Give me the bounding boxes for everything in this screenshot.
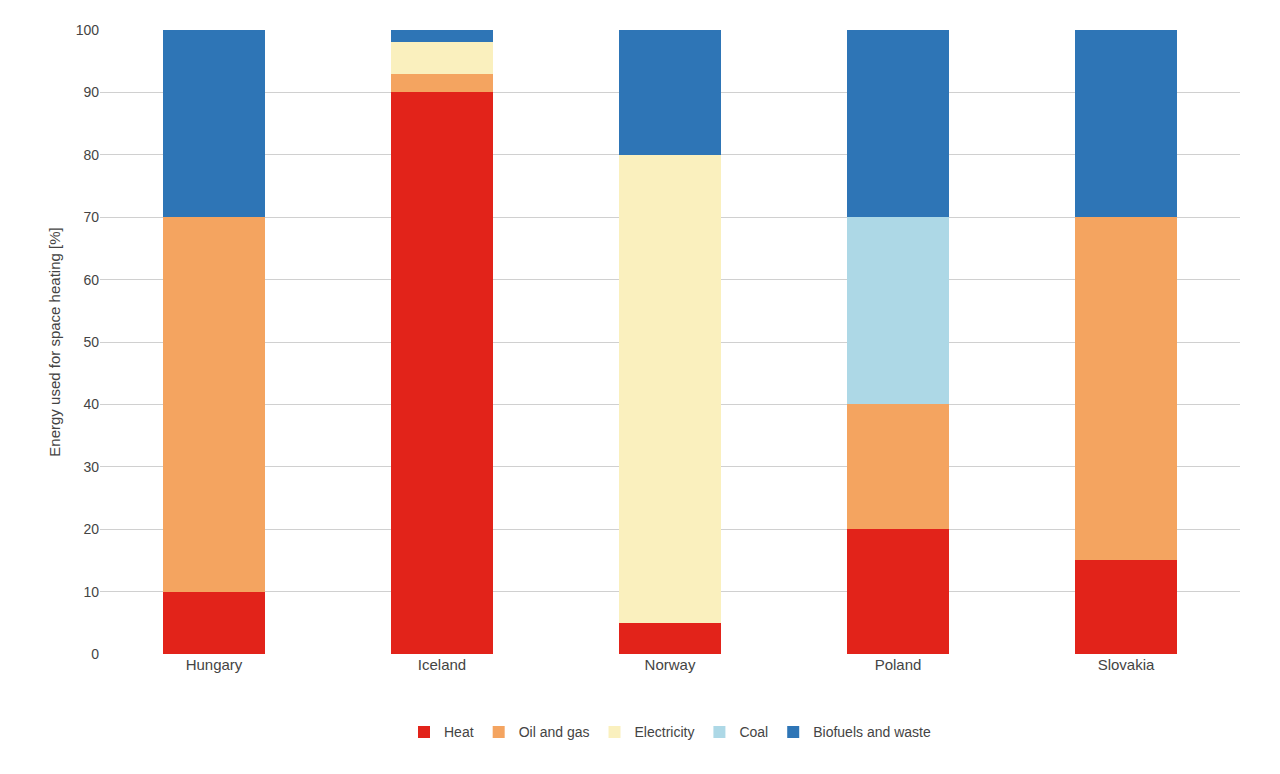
svg-text:60: 60: [83, 272, 99, 288]
svg-text:30: 30: [83, 459, 99, 475]
svg-text:20: 20: [83, 521, 99, 537]
svg-text:10: 10: [83, 584, 99, 600]
svg-text:Electricity: Electricity: [635, 724, 695, 740]
svg-text:50: 50: [83, 334, 99, 350]
svg-text:Biofuels and waste: Biofuels and waste: [813, 724, 931, 740]
svg-text:Slovakia: Slovakia: [1098, 656, 1155, 673]
svg-text:Coal: Coal: [739, 724, 768, 740]
svg-text:90: 90: [83, 84, 99, 100]
svg-text:40: 40: [83, 396, 99, 412]
svg-text:Hungary: Hungary: [186, 656, 243, 673]
svg-text:0: 0: [91, 646, 99, 662]
svg-text:Energy used for space heating: Energy used for space heating [%]: [46, 227, 63, 456]
svg-text:Iceland: Iceland: [418, 656, 466, 673]
svg-text:Oil and gas: Oil and gas: [519, 724, 590, 740]
svg-text:70: 70: [83, 209, 99, 225]
svg-text:Poland: Poland: [875, 656, 922, 673]
svg-text:Norway: Norway: [645, 656, 696, 673]
svg-text:80: 80: [83, 147, 99, 163]
svg-text:Heat: Heat: [444, 724, 474, 740]
svg-text:100: 100: [76, 22, 100, 38]
